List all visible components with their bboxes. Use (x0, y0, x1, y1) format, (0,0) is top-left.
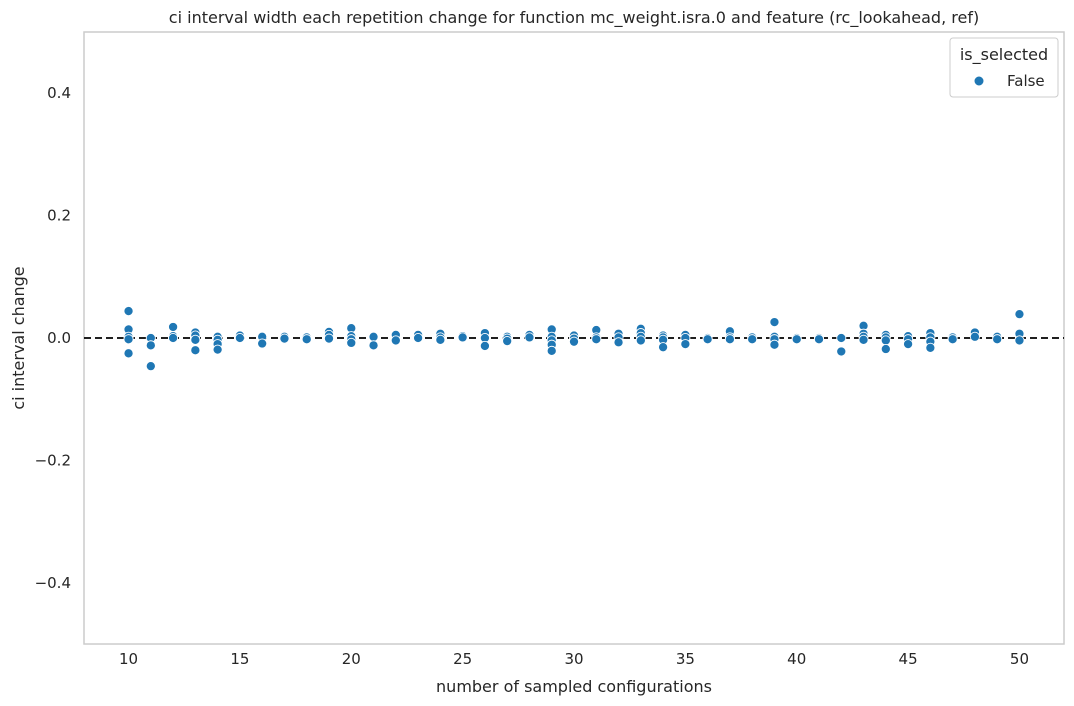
x-tick-labels: 10 15 20 25 30 35 40 45 50 (119, 650, 1029, 668)
x-tick-label: 30 (564, 650, 583, 668)
data-point (168, 332, 179, 344)
legend: is_selected False (949, 37, 1059, 98)
data-point (836, 346, 847, 357)
data-point (992, 334, 1003, 345)
data-point (190, 345, 201, 356)
y-tick-labels: 0.4 0.2 0.0 −0.2 −0.4 (35, 84, 71, 592)
data-point (836, 332, 847, 344)
x-tick-label: 40 (787, 650, 806, 668)
data-point (123, 348, 134, 359)
data-point (168, 321, 179, 333)
data-point (969, 331, 980, 342)
data-point (724, 334, 735, 345)
chart-title: ci interval width each repetition change… (169, 8, 979, 28)
data-point (813, 334, 825, 345)
data-point (880, 343, 891, 355)
legend-entry-false: False (1007, 72, 1045, 90)
data-point (301, 334, 312, 345)
data-point (635, 335, 646, 346)
data-point (368, 331, 379, 342)
data-point (279, 333, 290, 344)
data-point (947, 334, 958, 345)
data-point (123, 306, 134, 317)
x-tick-label: 20 (342, 650, 361, 668)
legend-title: is_selected (960, 45, 1048, 65)
data-point (791, 334, 802, 345)
data-point (368, 340, 379, 351)
x-tick-label: 45 (899, 650, 918, 668)
x-tick-label: 35 (676, 650, 695, 668)
y-tick-label: −0.2 (35, 451, 71, 469)
data-point (479, 340, 490, 352)
scatter-points (123, 306, 1025, 372)
data-point (323, 333, 335, 344)
data-point (145, 361, 156, 372)
data-point (702, 334, 713, 345)
legend-marker (973, 75, 985, 87)
y-tick-label: 0.4 (47, 84, 71, 102)
x-tick-label: 10 (119, 650, 138, 668)
data-point (925, 342, 936, 353)
data-point (568, 336, 580, 347)
x-tick-label: 25 (453, 650, 472, 668)
data-point (591, 334, 602, 345)
data-point (212, 344, 223, 355)
data-point (457, 332, 468, 343)
data-point (680, 339, 691, 350)
x-axis-label: number of sampled configurations (436, 677, 712, 696)
x-tick-label: 50 (1010, 650, 1029, 668)
data-point (234, 332, 245, 344)
data-point (524, 332, 535, 343)
data-point (903, 339, 914, 350)
data-point (546, 345, 557, 356)
y-axis-label: ci interval change (9, 266, 28, 409)
data-point (145, 340, 156, 351)
data-point (769, 339, 780, 350)
data-point (346, 337, 357, 348)
data-point (747, 334, 758, 345)
data-point (658, 342, 669, 353)
x-tick-label: 15 (230, 650, 249, 668)
data-point (190, 334, 201, 345)
data-point (880, 335, 891, 346)
data-point (435, 334, 446, 345)
data-point (769, 317, 780, 328)
data-point (413, 332, 424, 344)
data-point (257, 338, 268, 349)
data-point (123, 334, 134, 345)
y-tick-label: −0.4 (35, 574, 71, 592)
data-point (858, 334, 869, 345)
data-point (1014, 335, 1025, 346)
data-point (390, 335, 401, 346)
data-point (502, 336, 513, 347)
data-point (613, 337, 624, 348)
data-point (1014, 309, 1025, 320)
y-tick-label: 0.0 (47, 329, 71, 347)
y-tick-label: 0.2 (47, 207, 71, 225)
